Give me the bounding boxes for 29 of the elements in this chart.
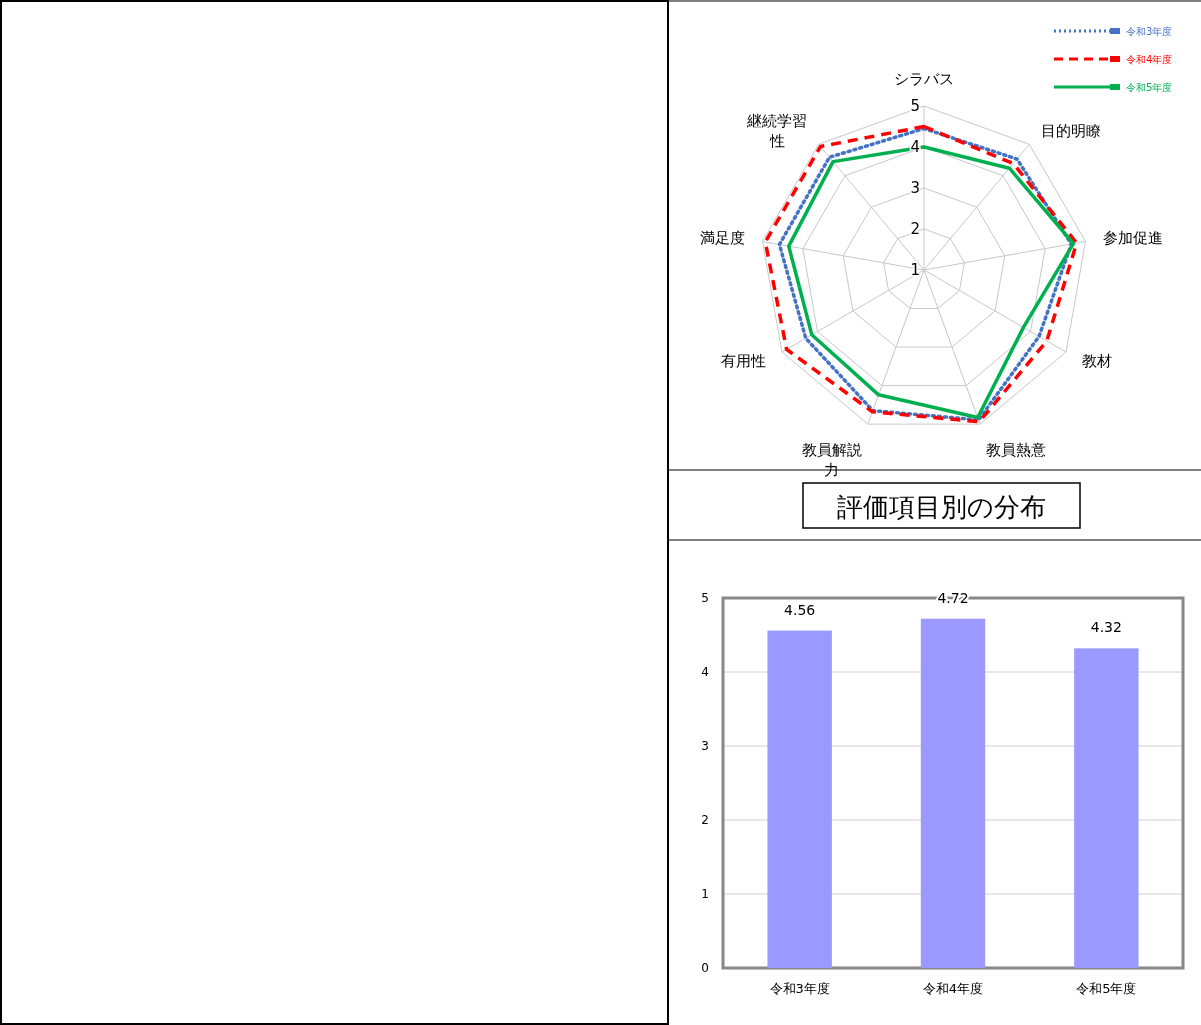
- spoke-label: 満足度: [699, 229, 745, 248]
- y-tick-label: 1: [910, 261, 920, 279]
- y-tick-label: 5: [701, 591, 709, 605]
- chart-title: 評価項目別の分布: [836, 492, 1046, 522]
- spoke-label: 教材: [1081, 352, 1112, 370]
- spoke-label: 目的明瞭: [1040, 121, 1101, 140]
- data-label: 4.32: [1090, 619, 1122, 636]
- legend-label: 令和3年度: [1126, 26, 1173, 37]
- data-label: 4.56: [784, 601, 816, 618]
- spoke-label: 参加促進: [1103, 229, 1164, 248]
- y-tick-label: 0: [701, 961, 709, 975]
- spoke-label: 教員熱意: [986, 441, 1047, 460]
- y-tick-label: 3: [701, 739, 709, 753]
- x-tick-label: 令和3年度: [769, 981, 830, 996]
- y-tick-label: 5: [910, 97, 920, 115]
- x-tick-label: 令和4年度: [922, 981, 984, 996]
- spoke-label: 教員解説力: [801, 441, 862, 480]
- legend-label: 令和5年度: [1126, 82, 1173, 93]
- spoke-label: 継続学習性: [746, 111, 808, 150]
- spoke-label: 有用性: [721, 352, 767, 370]
- y-tick-label: 3: [910, 179, 920, 197]
- y-tick-label: 2: [910, 220, 920, 238]
- x-tick-label: 令和5年度: [1076, 981, 1137, 996]
- y-tick-label: 2: [701, 813, 709, 827]
- data-label: 4.72: [937, 589, 969, 606]
- y-tick-label: 4: [701, 665, 709, 679]
- y-tick-label: 1: [701, 887, 709, 901]
- spoke-label: シラバス: [894, 70, 954, 88]
- legend-label: 令和4年度: [1126, 54, 1173, 65]
